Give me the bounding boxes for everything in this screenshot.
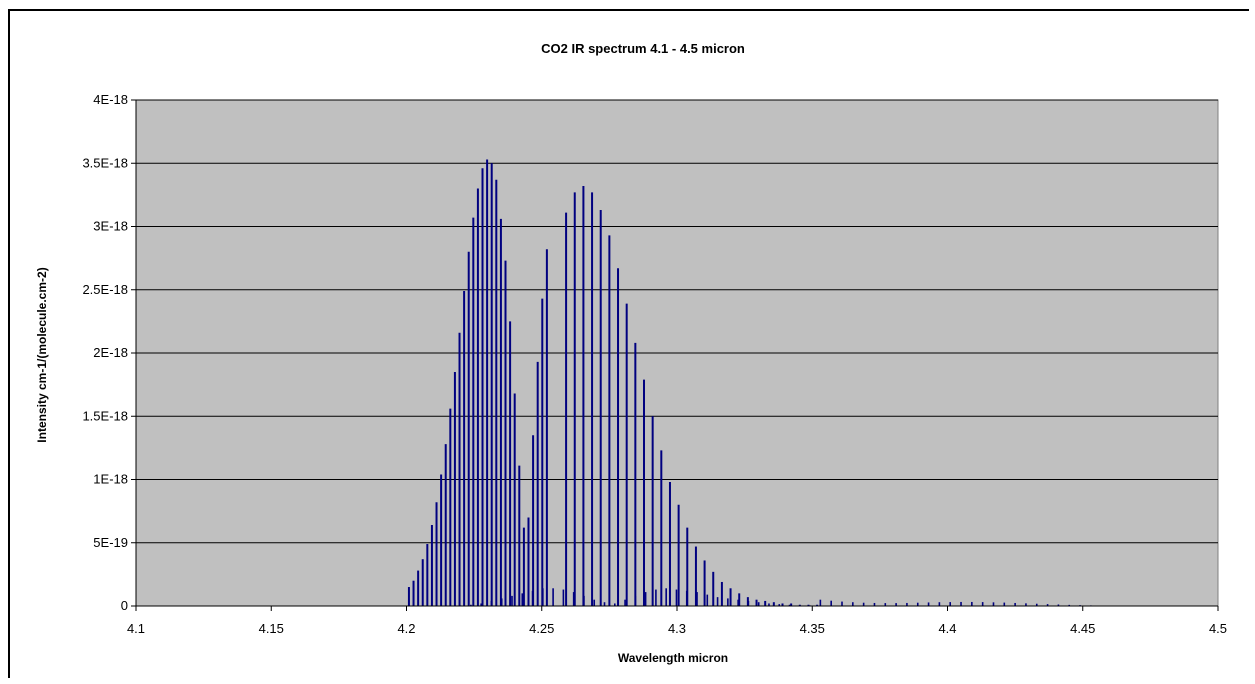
y-tick-label: 3.5E-18 bbox=[82, 155, 128, 170]
x-tick-label: 4.35 bbox=[800, 621, 825, 636]
x-tick-label: 4.4 bbox=[938, 621, 956, 636]
x-tick-label: 4.1 bbox=[127, 621, 145, 636]
y-tick-label: 0 bbox=[121, 598, 128, 613]
y-tick-label: 1.5E-18 bbox=[82, 408, 128, 423]
x-tick-labels: 4.1 4.15 4.2 4.25 4.3 4.35 4.4 4.45 4.5 bbox=[127, 621, 1227, 636]
y-tick-label: 2E-18 bbox=[93, 345, 128, 360]
y-tick-label: 1E-18 bbox=[93, 472, 128, 487]
x-tick-label: 4.45 bbox=[1070, 621, 1095, 636]
x-tick-label: 4.15 bbox=[259, 621, 284, 636]
x-tick-label: 4.2 bbox=[397, 621, 415, 636]
y-axis-title: Intensity cm-1/(molecule.cm-2) bbox=[35, 267, 49, 442]
y-tick-label: 5E-19 bbox=[93, 535, 128, 550]
x-tick-label: 4.5 bbox=[1209, 621, 1227, 636]
y-tick-label: 4E-18 bbox=[93, 92, 128, 107]
x-axis-title: Wavelength micron bbox=[618, 651, 728, 665]
axes bbox=[135, 100, 1218, 607]
x-tick-label: 4.3 bbox=[668, 621, 686, 636]
x-tick-label: 4.25 bbox=[529, 621, 554, 636]
spectrum-lines bbox=[407, 159, 1114, 606]
gridlines bbox=[131, 99, 1219, 611]
y-tick-label: 2.5E-18 bbox=[82, 282, 128, 297]
chart-title: CO2 IR spectrum 4.1 - 4.5 micron bbox=[541, 41, 745, 56]
y-tick-labels: 0 5E-19 1E-18 1.5E-18 2E-18 2.5E-18 3E-18 3.5E-… bbox=[82, 92, 128, 613]
y-tick-label: 3E-18 bbox=[93, 219, 128, 234]
